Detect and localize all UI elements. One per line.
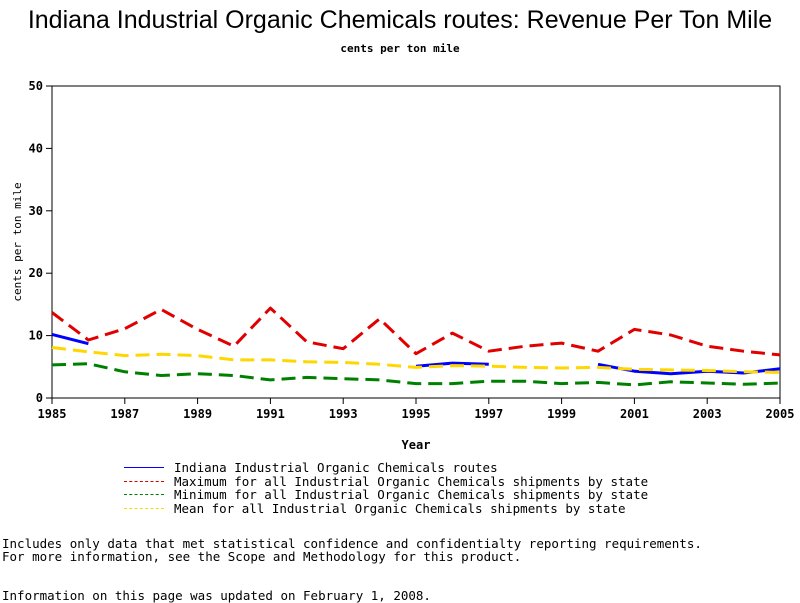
- x-axis-label: Year: [402, 438, 431, 452]
- legend-item: Maximum for all Industrial Organic Chemi…: [124, 473, 649, 489]
- note-methodology: For more information, see the Scope and …: [2, 549, 522, 564]
- series-3: [51, 346, 781, 374]
- y-tick-label: 40: [29, 141, 43, 155]
- legend-swatch: [124, 507, 164, 509]
- legend-label: Indiana Industrial Organic Chemicals rou…: [174, 460, 498, 476]
- legend-label: Maximum for all Industrial Organic Chemi…: [174, 473, 649, 489]
- chart-subtitle: cents per ton mile: [340, 42, 460, 55]
- note-updated: Information on this page was updated on …: [2, 588, 431, 603]
- legend-swatch: [124, 467, 164, 469]
- x-tick-label: 1993: [329, 407, 358, 421]
- series-2: [51, 362, 781, 387]
- y-tick-label: 10: [29, 329, 43, 343]
- legend-swatch: [124, 480, 164, 482]
- plot-frame: [51, 85, 781, 399]
- x-tick-label: 1999: [547, 407, 576, 421]
- x-tick-label: 1997: [474, 407, 503, 421]
- legend: Indiana Industrial Organic Chemicals rou…: [124, 460, 649, 516]
- x-tick-label: 2001: [620, 407, 649, 421]
- series-1: [51, 306, 781, 357]
- y-tick-label: 0: [36, 391, 43, 405]
- y-tick-label: 20: [29, 266, 43, 280]
- series-line: [51, 306, 781, 357]
- legend-item: Indiana Industrial Organic Chemicals rou…: [124, 460, 648, 476]
- series-lines: [51, 306, 781, 387]
- legend-label: Mean for all Industrial Organic Chemical…: [174, 500, 626, 516]
- series-line: [415, 361, 489, 368]
- series-line: [51, 362, 781, 387]
- chart-title: Indiana Industrial Organic Chemicals rou…: [27, 6, 773, 34]
- legend-item: Minimum for all Industrial Organic Chemi…: [124, 487, 649, 503]
- x-tick-label: 2003: [693, 407, 722, 421]
- x-tick-label: 1987: [110, 407, 139, 421]
- x-tick-label: 1989: [183, 407, 212, 421]
- x-tick-label: 1985: [38, 407, 67, 421]
- legend-item: Mean for all Industrial Organic Chemical…: [124, 500, 648, 516]
- legend-swatch: [124, 494, 164, 496]
- y-tick-label: 30: [29, 204, 43, 218]
- x-tick-label: 1991: [256, 407, 285, 421]
- y-tick-label: 50: [29, 79, 43, 93]
- axes: 0 10 20 30 40 50 1985 1987 1989 1991 1993 1995 1997 1…: [11, 79, 794, 452]
- line-chart: 0 10 20 30 40 50 1985 1987 1989 1991 1993 1995 1997 1…: [11, 79, 794, 452]
- x-tick-label: 2005: [766, 407, 795, 421]
- x-tick-label: 1995: [402, 407, 431, 421]
- y-axis-label: cents per ton mile: [11, 182, 24, 301]
- note-confidentiality: Includes only data that met statistical …: [2, 536, 702, 551]
- series-line: [51, 346, 781, 374]
- series-line: [51, 332, 89, 346]
- legend-label: Minimum for all Industrial Organic Chemi…: [174, 487, 649, 503]
